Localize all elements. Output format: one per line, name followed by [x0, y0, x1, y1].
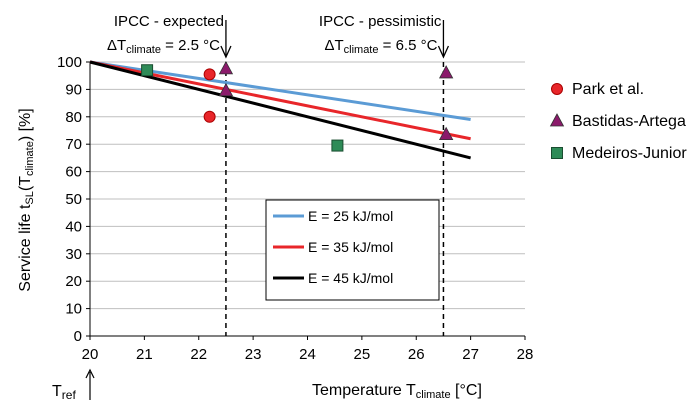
scatter-point [203, 68, 216, 81]
y-tick-label: 40 [65, 218, 82, 235]
ipcc-delta: ΔTclimate = 2.5 °C [107, 37, 220, 56]
y-axis-title: Service life tSL(Tclimate) [%] [17, 108, 36, 291]
curve-legend-label: E = 35 kJ/mol [308, 239, 393, 255]
ipcc-delta-sub: climate [126, 44, 161, 56]
y-axis-title-sub1: SL [24, 191, 36, 204]
scatter-point [203, 110, 216, 123]
curve-legend-label: E = 45 kJ/mol [308, 270, 393, 286]
x-tick-label: 26 [408, 346, 425, 363]
ipcc-delta: ΔTclimate = 6.5 °C [324, 37, 437, 56]
x-axis-title-main: Temperature T [312, 382, 416, 399]
y-tick-label: 60 [65, 164, 82, 181]
x-tick-label: 25 [354, 346, 371, 363]
ipcc-arrow-head [220, 45, 232, 59]
scatter-legend-marker [549, 113, 565, 127]
scatter-point [218, 61, 234, 75]
ipcc-delta-value: = 2.5 °C [161, 37, 220, 54]
x-tick-label: 21 [136, 346, 153, 363]
y-tick-label: 50 [65, 191, 82, 208]
ipcc-delta-value: = 6.5 °C [378, 37, 437, 54]
y-tick-label: 70 [65, 136, 82, 153]
x-axis-title-unit: [°C] [451, 382, 482, 399]
series-line [89, 60, 471, 160]
tref-sub: ref [62, 388, 77, 401]
scatter-legend-marker [551, 83, 563, 95]
tref-arrow-head [85, 368, 95, 379]
x-tick-label: 22 [190, 346, 207, 363]
scatter-point [218, 82, 234, 97]
x-tick-label: 27 [462, 346, 479, 363]
scatter-legend-label: Park et al. [572, 81, 644, 98]
y-axis-title-mid: (T [17, 176, 34, 191]
ipcc-arrow-head [437, 45, 450, 59]
x-tick-label: 23 [245, 346, 262, 363]
scatter-legend-label: Bastidas-Artega [572, 113, 686, 130]
y-axis-title-sub2: climate [24, 141, 36, 176]
y-tick-label: 20 [65, 273, 82, 290]
grid-layer [90, 61, 525, 310]
y-axis-title-end: ) [%] [17, 108, 34, 141]
scatter-point [438, 65, 454, 79]
ipcc-title: IPCC - expected [114, 13, 224, 30]
labels-layer: Temperature Tclimate [°C]Service life tS… [17, 108, 482, 401]
y-tick-label: 90 [65, 81, 82, 98]
x-axis-title-sub: climate [416, 389, 451, 401]
tref-main: T [52, 383, 62, 400]
tref-label: Tref [52, 383, 76, 401]
x-tick-label: 24 [299, 346, 316, 363]
y-tick-label: 10 [65, 301, 82, 318]
x-axis-title: Temperature Tclimate [°C] [312, 382, 482, 401]
series-line [89, 60, 471, 122]
marker-layer [141, 61, 454, 152]
y-axis-title-main: Service life t [17, 204, 34, 292]
ipcc-title: IPCC - pessimistic [319, 13, 442, 30]
y-tick-label: 100 [57, 54, 82, 71]
scatter-point [438, 126, 454, 141]
ipcc-delta-symbol: ΔT [324, 37, 343, 54]
x-tick-label: 20 [82, 346, 99, 363]
y-tick-label: 0 [74, 328, 82, 345]
scatter-legend-marker [551, 147, 563, 159]
vline-layer [225, 62, 445, 336]
scatter-legend-label: Medeiros-Junior [572, 145, 687, 162]
tick-layer: 0 10 20 30 40 50 60 70 80 90 100 20 21 22 23 24 25 26 27 28 [57, 54, 533, 363]
curve-legend-label: E = 25 kJ/mol [308, 208, 393, 224]
y-tick-label: 30 [65, 246, 82, 263]
series-line [89, 60, 471, 141]
ipcc-delta-symbol: ΔT [107, 37, 126, 54]
scatter-point [141, 64, 154, 77]
ipcc-delta-sub: climate [344, 44, 379, 56]
series-layer [89, 60, 471, 160]
legend-layer: E = 25 kJ/mol E = 35 kJ/mol E = 45 kJ/mol P… [265, 81, 687, 301]
scatter-point [331, 139, 344, 152]
x-tick-label: 28 [517, 346, 534, 363]
y-tick-label: 80 [65, 109, 82, 126]
